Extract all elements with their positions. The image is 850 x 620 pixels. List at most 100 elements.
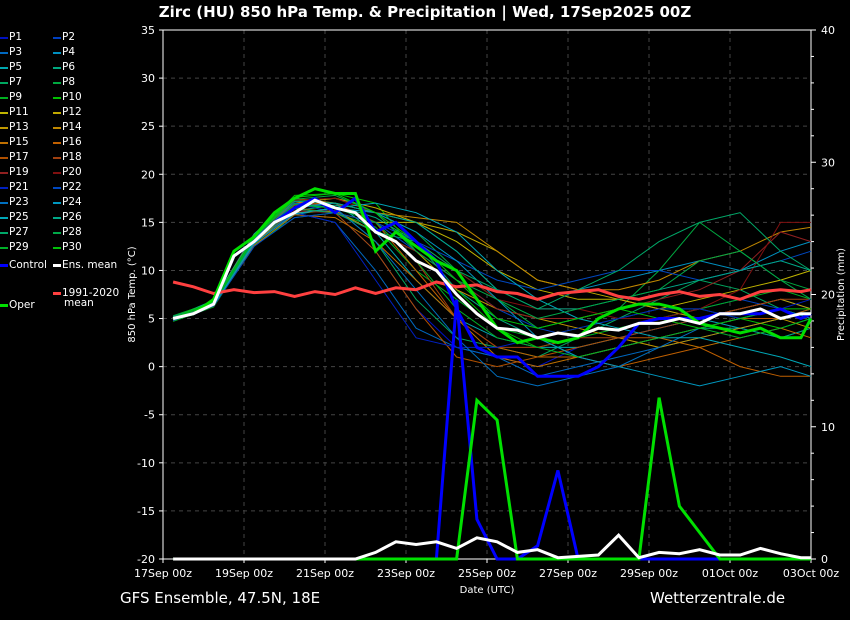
member-line-p25 (172, 202, 812, 368)
legend-swatch (0, 264, 8, 267)
y-tick-label: -20 (137, 553, 155, 566)
x-tick-label: 25Sep 00z (458, 567, 516, 580)
y2-axis-label: Precipitation (mm) (836, 248, 847, 341)
y-tick-label: -15 (137, 505, 155, 518)
legend-swatch (53, 186, 61, 189)
legend-item-p4: P4 (53, 47, 75, 58)
y-tick-label: 25 (141, 120, 155, 133)
legend-climatology-label-2: mean (64, 297, 94, 309)
legend-label: P21 (9, 181, 29, 193)
y2-tick-label: 20 (821, 289, 835, 302)
member-line-p12 (172, 197, 812, 320)
legend-swatch (0, 201, 8, 204)
x-axis-label: Date (UTC) (460, 585, 515, 596)
legend-item-p15: P15 (0, 137, 29, 148)
member-line-p21 (172, 212, 812, 348)
y-tick-label: 35 (141, 24, 155, 37)
legend-swatch (53, 96, 61, 99)
legend-label: P28 (62, 226, 82, 238)
legend-item-p28: P28 (53, 227, 82, 238)
legend-label: Ens. mean (62, 259, 118, 271)
precip-line-control (173, 299, 811, 561)
legend-swatch (53, 171, 61, 174)
legend-swatch (0, 171, 8, 174)
legend-label: Oper (9, 299, 35, 311)
y-tick-label: -5 (144, 409, 155, 422)
legend-swatch (0, 216, 8, 219)
legend-label: P30 (62, 241, 82, 253)
legend-label: P19 (9, 166, 29, 178)
legend-label: P23 (9, 196, 29, 208)
legend-item-p19: P19 (0, 167, 29, 178)
legend-swatch (53, 111, 61, 114)
legend-item-p25: P25 (0, 212, 29, 223)
x-tick-label: 01Oct 00z (702, 567, 759, 580)
legend-label: P13 (9, 121, 29, 133)
legend-label: P3 (9, 46, 23, 58)
legend-item-p8: P8 (53, 77, 75, 88)
legend-item-p24: P24 (53, 197, 82, 208)
legend-label: P26 (62, 211, 82, 223)
y2-tick-label: 10 (821, 421, 835, 434)
legend-item-p3: P3 (0, 47, 22, 58)
legend-swatch (0, 36, 8, 39)
legend-item-p16: P16 (53, 137, 82, 148)
legend-swatch (53, 231, 61, 234)
legend-swatch (53, 201, 61, 204)
legend-item-p26: P26 (53, 212, 82, 223)
legend-item-p6: P6 (53, 62, 75, 73)
legend-item-p12: P12 (53, 107, 82, 118)
legend-item-p2: P2 (53, 32, 75, 43)
legend-item-oper: Oper (0, 300, 35, 311)
legend-item-p10: P10 (53, 92, 82, 103)
temp-line-ens-mean (172, 198, 811, 340)
legend-swatch (0, 96, 8, 99)
legend-item-climatology: 1991-2020 (53, 288, 119, 299)
legend-item-p14: P14 (53, 122, 82, 133)
legend-swatch (53, 66, 61, 69)
y2-tick-label: 0 (821, 553, 828, 566)
member-line-p20 (172, 197, 811, 319)
legend-label: P6 (62, 61, 76, 73)
legend-label: P8 (62, 76, 76, 88)
legend-swatch (0, 51, 8, 54)
x-tick-label: 03Oct 00z (783, 567, 840, 580)
legend-swatch (0, 231, 8, 234)
x-tick-label: 19Sep 00z (215, 567, 273, 580)
legend-swatch (0, 141, 8, 144)
y-tick-label: 30 (141, 72, 155, 85)
x-tick-label: 29Sep 00z (620, 567, 678, 580)
legend-label: P10 (62, 91, 82, 103)
legend-swatch (0, 81, 8, 84)
legend-swatch (53, 51, 61, 54)
member-line-p30 (172, 192, 811, 329)
legend-label: P12 (62, 106, 82, 118)
plot-frame (162, 29, 812, 560)
legend-item-p27: P27 (0, 227, 29, 238)
legend-label: P5 (9, 61, 23, 73)
legend-label: P2 (62, 31, 76, 43)
y-tick-label: 20 (141, 168, 155, 181)
legend-swatch (53, 216, 61, 219)
legend-label: P24 (62, 196, 82, 208)
legend-swatch (53, 141, 61, 144)
legend-label: 1991-2020 (62, 287, 120, 299)
legend-swatch (0, 156, 8, 159)
legend-label: P20 (62, 166, 82, 178)
legend-label: P14 (62, 121, 82, 133)
legend-item-p18: P18 (53, 152, 82, 163)
y-tick-label: -10 (137, 457, 155, 470)
y-tick-label: 0 (148, 361, 155, 374)
legend-label: P27 (9, 226, 29, 238)
legend-item-p20: P20 (53, 167, 82, 178)
legend-item-p21: P21 (0, 182, 29, 193)
y-tick-label: 5 (148, 313, 155, 326)
legend-label: P25 (9, 211, 29, 223)
legend-item-p11: P11 (0, 107, 29, 118)
legend-swatch (0, 186, 8, 189)
y-tick-label: 15 (141, 216, 155, 229)
legend-swatch (53, 36, 61, 39)
legend-label: P4 (62, 46, 76, 58)
legend-label: P1 (9, 31, 23, 43)
